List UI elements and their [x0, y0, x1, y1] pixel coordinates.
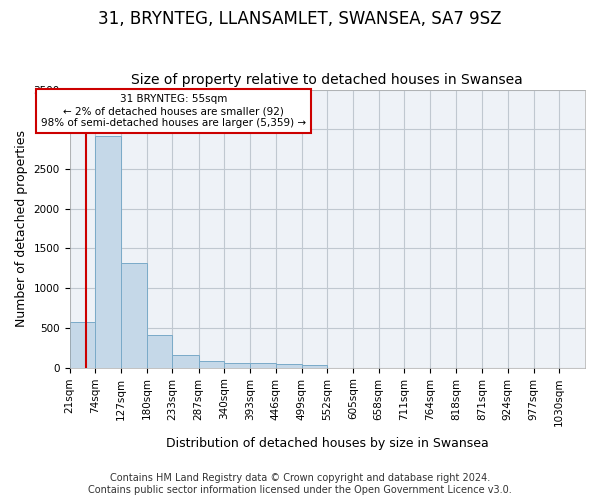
Text: 31, BRYNTEG, LLANSAMLET, SWANSEA, SA7 9SZ: 31, BRYNTEG, LLANSAMLET, SWANSEA, SA7 9S…	[98, 10, 502, 28]
Bar	[224, 363, 250, 368]
Y-axis label: Number of detached properties: Number of detached properties	[15, 130, 28, 327]
Bar	[302, 366, 327, 368]
Title: Size of property relative to detached houses in Swansea: Size of property relative to detached ho…	[131, 73, 523, 87]
Bar	[95, 136, 121, 368]
Bar	[276, 364, 302, 368]
Bar	[70, 322, 95, 368]
Text: 31 BRYNTEG: 55sqm
← 2% of detached houses are smaller (92)
98% of semi-detached : 31 BRYNTEG: 55sqm ← 2% of detached house…	[41, 94, 306, 128]
Bar	[172, 356, 199, 368]
Text: Contains HM Land Registry data © Crown copyright and database right 2024.
Contai: Contains HM Land Registry data © Crown c…	[88, 474, 512, 495]
Bar	[250, 364, 276, 368]
Bar	[199, 362, 224, 368]
Bar	[147, 334, 172, 368]
Bar	[121, 263, 147, 368]
X-axis label: Distribution of detached houses by size in Swansea: Distribution of detached houses by size …	[166, 437, 488, 450]
